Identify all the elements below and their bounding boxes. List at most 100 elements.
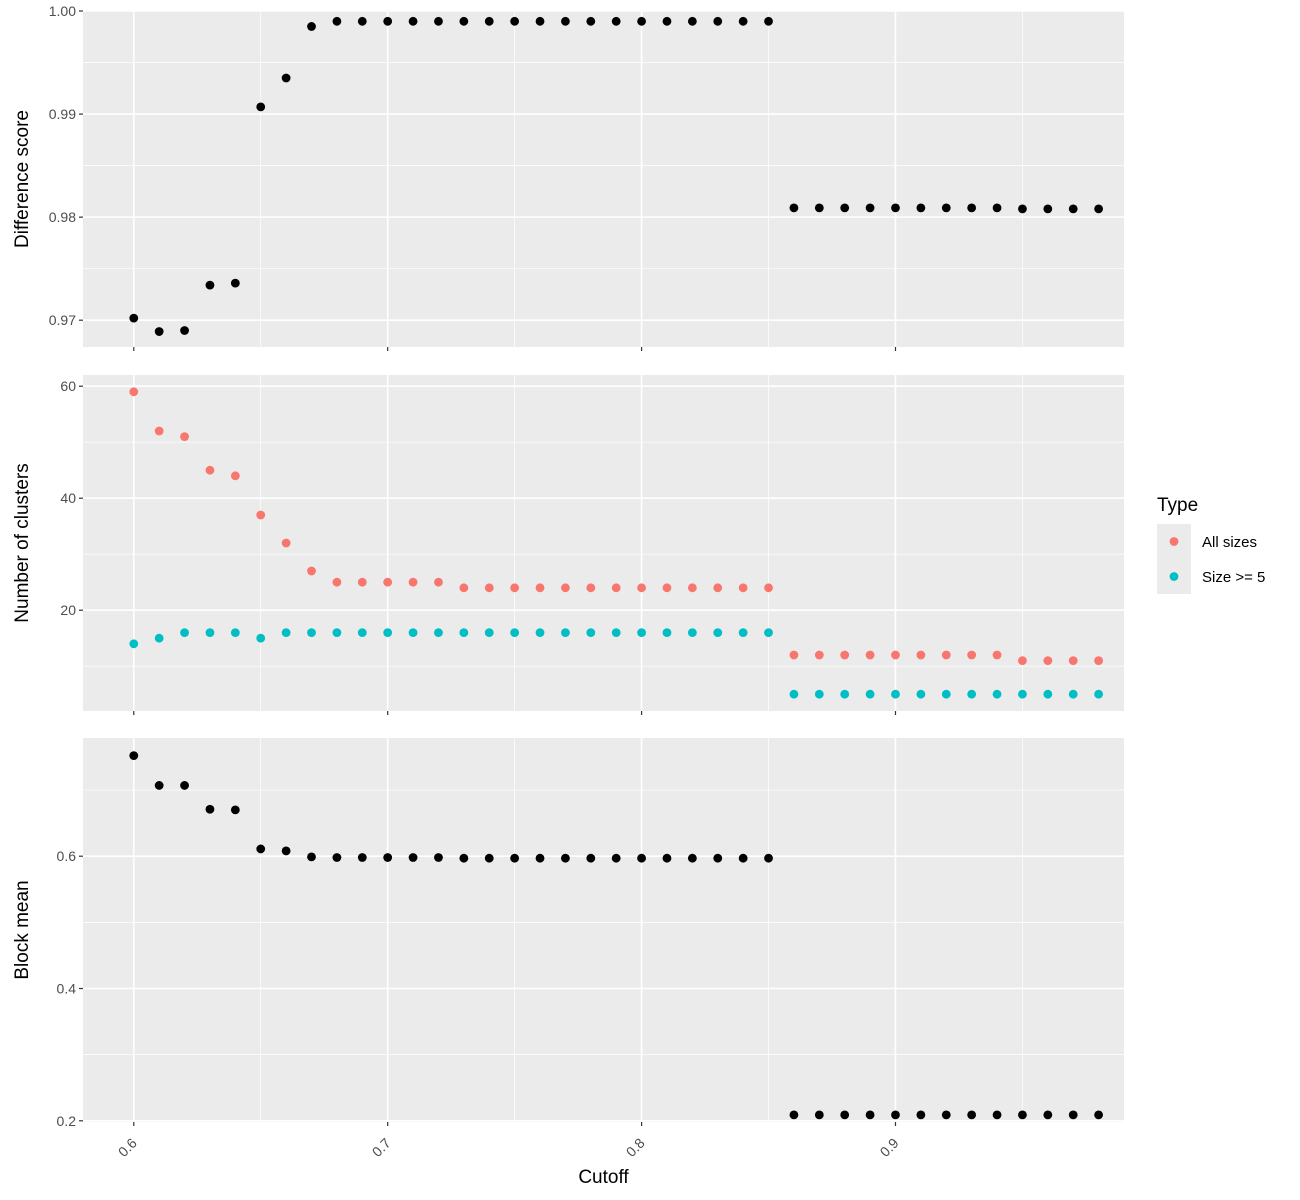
y-axis-title: Difference score: [12, 110, 33, 248]
data-point: [789, 689, 799, 699]
data-point: [154, 633, 164, 643]
panel-background: [83, 375, 1124, 711]
data-point: [129, 387, 139, 397]
legend-key-marker: [1169, 537, 1179, 546]
data-point: [814, 689, 824, 699]
y-axis-title: Block mean: [12, 880, 33, 979]
panel-background: [83, 11, 1124, 347]
data-point: [586, 853, 596, 863]
data-point: [637, 583, 646, 593]
y-tick-label: 0.6: [57, 848, 77, 864]
data-point: [561, 16, 570, 26]
data-point: [611, 16, 621, 26]
data-point: [561, 583, 570, 593]
data-point: [484, 583, 494, 593]
data-point: [789, 1110, 799, 1120]
data-point: [408, 628, 418, 637]
data-point: [1068, 689, 1078, 699]
data-point: [230, 278, 240, 288]
data-point: [891, 689, 900, 699]
data-point: [459, 853, 469, 863]
data-point: [281, 846, 291, 856]
data-point: [764, 583, 773, 593]
data-point: [383, 577, 393, 587]
data-point: [256, 102, 266, 112]
data-point: [484, 628, 494, 637]
data-point: [611, 628, 621, 637]
data-point: [408, 577, 418, 587]
data-point: [891, 203, 900, 213]
x-tick-label: 0.8: [623, 1135, 648, 1160]
data-point: [154, 327, 164, 336]
data-point: [307, 22, 316, 31]
data-point: [713, 853, 723, 863]
data-point: [662, 16, 672, 26]
data-point: [941, 203, 951, 213]
data-point: [535, 853, 545, 863]
data-point: [129, 751, 139, 761]
legend-label: All sizes: [1202, 534, 1257, 551]
data-point: [687, 583, 697, 593]
data-point: [916, 689, 926, 699]
data-point: [916, 650, 926, 660]
data-point: [738, 16, 748, 26]
y-tick-label: 40: [60, 490, 76, 506]
data-point: [738, 583, 748, 593]
data-point: [941, 1110, 951, 1120]
data-point: [561, 628, 570, 637]
data-point: [967, 203, 977, 213]
data-point: [180, 326, 189, 335]
data-point: [814, 1110, 824, 1120]
data-point: [281, 73, 291, 83]
data-point: [687, 16, 697, 26]
data-point: [256, 633, 266, 643]
data-point: [992, 203, 1002, 213]
data-point: [205, 280, 215, 290]
data-point: [789, 203, 799, 213]
data-point: [129, 313, 139, 323]
y-tick-label: 0.2: [57, 1113, 77, 1129]
y-axis-title: Number of clusters: [12, 463, 33, 622]
data-point: [434, 577, 443, 587]
data-point: [764, 628, 773, 637]
data-point: [1094, 656, 1104, 665]
legend-title: Type: [1157, 495, 1198, 516]
data-point: [865, 689, 875, 699]
data-point: [1043, 204, 1053, 214]
data-point: [637, 16, 646, 26]
y-tick-label: 0.4: [57, 981, 77, 997]
data-point: [865, 650, 875, 660]
data-point: [307, 566, 316, 576]
data-point: [484, 853, 494, 863]
data-point: [814, 203, 824, 213]
data-point: [840, 689, 850, 699]
data-point: [738, 628, 748, 637]
data-point: [332, 853, 342, 862]
data-point: [561, 853, 570, 863]
data-point: [891, 650, 900, 660]
data-point: [1043, 689, 1053, 699]
data-point: [764, 853, 773, 863]
data-point: [1018, 1110, 1027, 1120]
data-point: [357, 577, 367, 587]
y-tick-label: 60: [60, 378, 76, 394]
data-point: [1018, 689, 1027, 699]
data-point: [1068, 1110, 1078, 1120]
data-point: [510, 853, 520, 863]
data-point: [687, 853, 697, 863]
data-point: [383, 628, 393, 637]
data-point: [1018, 656, 1027, 665]
data-point: [434, 853, 443, 862]
data-point: [1068, 204, 1078, 214]
data-point: [586, 628, 596, 637]
data-point: [357, 628, 367, 637]
data-point: [180, 432, 189, 441]
data-point: [256, 510, 266, 520]
legend-key-marker: [1169, 572, 1179, 581]
data-point: [205, 804, 215, 814]
panel-3: 0.2 0.4 0.6 0.6 0.7 0.8 0.9 Block mean Cutoff: [12, 738, 1124, 1188]
data-point: [357, 16, 367, 26]
data-point: [510, 583, 520, 593]
data-point: [281, 628, 291, 637]
panel-background: [83, 738, 1124, 1122]
